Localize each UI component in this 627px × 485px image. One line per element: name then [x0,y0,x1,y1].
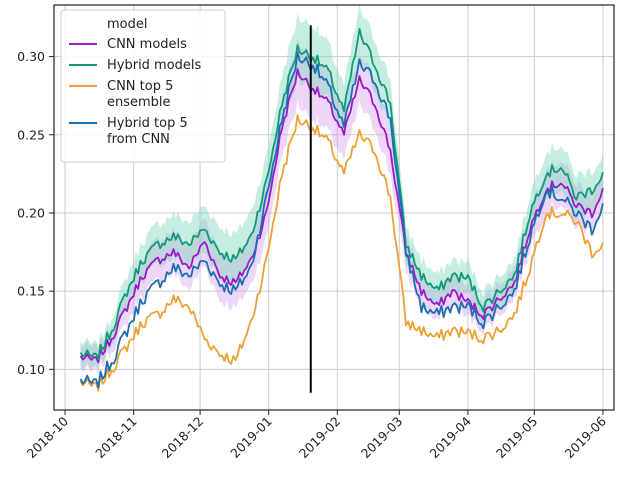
y-tick-label-2: 0.20 [17,205,45,220]
x-tick-label-7: 2019-05 [493,414,541,462]
x-tick-label-6: 2019-04 [426,413,474,461]
legend-label-2-0: CNN top 5 [107,79,173,94]
y-tick-label-0: 0.10 [17,362,45,377]
band-hybrid-models [80,3,603,373]
series-line-hybrid-top-5-from-cnn [79,51,604,389]
series-line-cnn-top-5-ensemble [79,114,604,392]
x-tick-label-8: 2019-06 [562,413,610,461]
x-tick-label-2: 2018-12 [159,414,207,462]
legend-label-3-1: from CNN [107,132,170,147]
legend-label-1-0: Hybrid models [107,58,202,73]
x-tick-label-5: 2019-03 [358,414,406,462]
x-tick-label-0: 2018-10 [24,413,72,461]
legend-label-3-0: Hybrid top 5 [107,116,188,131]
legend: model CNN models Hybrid models CNN top 5ens… [60,9,226,163]
legend-box [60,9,226,163]
series-lines [79,27,604,392]
y-tick-label-4: 0.30 [17,49,45,64]
x-tick-label-4: 2019-02 [296,414,344,462]
legend-title: model [107,17,147,32]
y-tick-label-1: 0.15 [17,284,45,299]
legend-label-0-0: CNN models [107,37,187,52]
x-tick-label-1: 2018-11 [92,414,140,462]
series-line-hybrid-models [79,27,604,361]
y-tick-label-3: 0.25 [17,127,45,142]
x-tick-label-3: 2019-01 [227,414,275,462]
series-line-cnn-models [79,68,604,364]
plot-frame [53,4,615,411]
legend-label-2-1: ensemble [107,95,171,110]
